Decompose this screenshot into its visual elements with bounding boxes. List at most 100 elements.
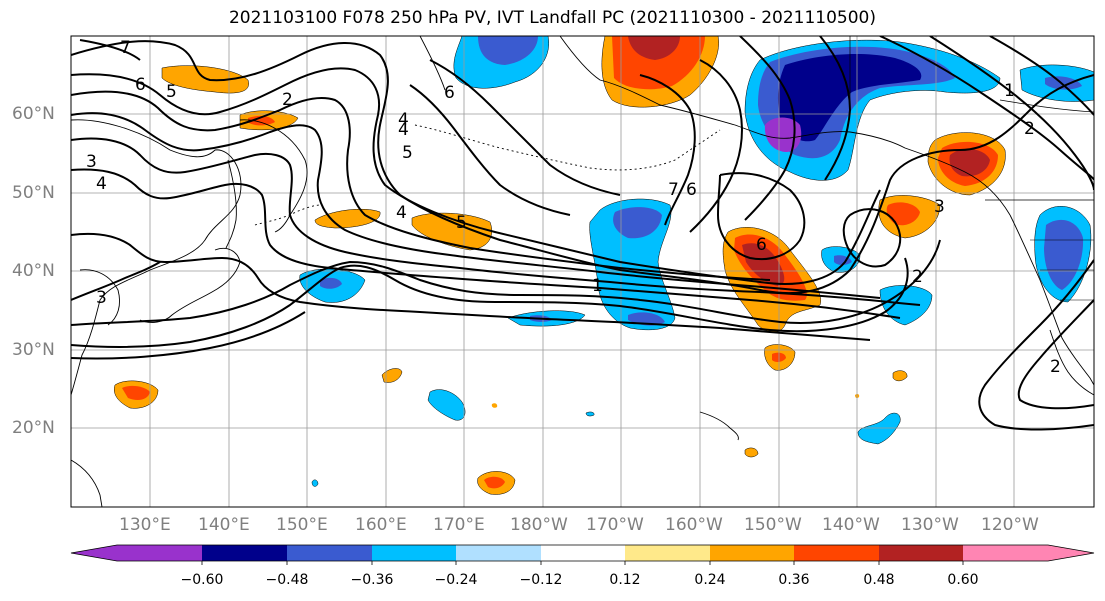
- contour-label: 3: [934, 197, 945, 217]
- pv-contour: [978, 259, 1094, 431]
- lon-label: 130°W: [901, 515, 959, 535]
- positive-anomaly-region: [744, 447, 759, 458]
- contour-label: 2: [912, 267, 923, 287]
- pv-contours: [71, 36, 1094, 431]
- pv-contour: [71, 67, 881, 285]
- negative-anomaly-region: [613, 207, 662, 239]
- pv-contour: [71, 40, 1094, 295]
- colorbar-tick-label: 0.60: [947, 572, 979, 588]
- lat-label: 60°N: [12, 104, 55, 124]
- pv-contour: [71, 311, 306, 360]
- kamchatka-coastline: [239, 119, 308, 233]
- pv-contour: [71, 257, 909, 348]
- colorbar-tick-label: −0.60: [180, 572, 224, 588]
- contour-label: 6: [444, 83, 455, 103]
- positive-anomaly-region: [484, 476, 505, 489]
- lon-label: 150°E: [276, 515, 328, 535]
- lon-label: 170°E: [433, 515, 485, 535]
- colorbar-tick-label: 0.36: [778, 572, 810, 588]
- colorbar-tick-label: −0.48: [265, 572, 309, 588]
- negative-anomaly-region: [764, 117, 802, 152]
- figure-title: 2021103100 F078 250 hPa PV, IVT Landfall…: [228, 8, 876, 28]
- colorbar-segment: [625, 545, 710, 561]
- negative-anomaly-region: [1044, 219, 1084, 290]
- pv-contour: [71, 112, 881, 299]
- contour-label: 1: [1004, 81, 1015, 101]
- map-frame: [70, 35, 1095, 508]
- colorbar-segment: [541, 545, 625, 561]
- negative-anomaly-region: [777, 54, 922, 142]
- lon-label: 140°E: [198, 515, 250, 535]
- contour-label: 6: [135, 75, 146, 95]
- contour-label: 6: [756, 235, 767, 255]
- colorbar-segment: [879, 545, 963, 561]
- korea-coastline: [79, 269, 120, 326]
- colorbar-tick-label: −0.12: [519, 572, 563, 588]
- lat-label: 50°N: [12, 183, 55, 203]
- contour-label: 4: [396, 203, 407, 223]
- contour-label: 4: [398, 110, 409, 130]
- lon-label: 130°E: [119, 515, 171, 535]
- colorbar-segment: [963, 545, 1048, 561]
- colorbar-segment: [117, 545, 202, 561]
- positive-anomaly-region: [491, 403, 498, 408]
- contour-label: 7: [120, 38, 131, 58]
- pv-contour: [429, 59, 621, 196]
- positive-anomaly-region: [248, 115, 275, 126]
- mainland-outline: [999, 99, 1094, 113]
- contour-label: 5: [402, 143, 413, 163]
- alaska-coastline: [559, 36, 1011, 216]
- pv-contour: [842, 208, 902, 268]
- colorbar-tick-label: −0.36: [350, 572, 394, 588]
- colorbar-extend-high: [1048, 545, 1094, 561]
- contour-label: 2: [282, 90, 293, 110]
- pv-contour: [716, 172, 806, 260]
- pv-contour: [989, 36, 1094, 116]
- colorbar-outline: [70, 544, 1095, 562]
- lon-label: 180°W: [510, 515, 568, 535]
- negative-anomaly-region: [857, 412, 901, 445]
- positive-anomaly-region: [628, 36, 680, 60]
- hawaii-islands: [699, 411, 739, 441]
- colorbar-extend-low: [71, 545, 117, 561]
- north-america-coastline: [1009, 214, 1094, 386]
- lon-label: 120°W: [981, 515, 1039, 535]
- positive-anomaly-region: [892, 370, 908, 382]
- lon-label: 170°W: [586, 515, 644, 535]
- colorbar-segment: [710, 545, 794, 561]
- pv-contour: [71, 137, 921, 306]
- contour-label: 4: [96, 174, 107, 194]
- contour-label: 3: [86, 152, 97, 172]
- negative-anomaly-region: [585, 411, 595, 417]
- colorbar-segment: [372, 545, 456, 561]
- sakhalin-coastline: [225, 159, 237, 249]
- lon-label: 140°W: [822, 515, 880, 535]
- colorbar-segment: [794, 545, 879, 561]
- lat-label: 40°N: [12, 261, 55, 281]
- pv-contour: [71, 261, 161, 301]
- contour-label: 1: [592, 276, 603, 296]
- pv-contour: [79, 39, 141, 61]
- lat-label: 20°N: [12, 418, 55, 438]
- colorbar-tick-label: 0.24: [694, 572, 726, 588]
- negative-anomaly-region: [478, 36, 538, 65]
- contour-label: 7: [668, 180, 679, 200]
- contour-label: 2: [1024, 119, 1035, 139]
- colorbar-tick-label: −0.24: [434, 572, 478, 588]
- pv-contour: [71, 168, 901, 319]
- aleutian-islands: [414, 124, 721, 171]
- contour-label: 3: [96, 288, 107, 308]
- lon-label: 160°E: [355, 515, 407, 535]
- contour-label: 4: [398, 120, 409, 140]
- positive-anomaly-region: [381, 368, 403, 383]
- positive-anomaly-region: [742, 243, 785, 286]
- contour-label: 6: [686, 180, 697, 200]
- colorbar: [70, 544, 1095, 565]
- pv-contour: [639, 74, 696, 226]
- pv-contour: [879, 36, 1094, 181]
- colorbar-segment: [456, 545, 541, 561]
- colorbar-segment: [287, 545, 372, 561]
- lon-label: 160°W: [665, 515, 723, 535]
- lat-label: 30°N: [12, 340, 55, 360]
